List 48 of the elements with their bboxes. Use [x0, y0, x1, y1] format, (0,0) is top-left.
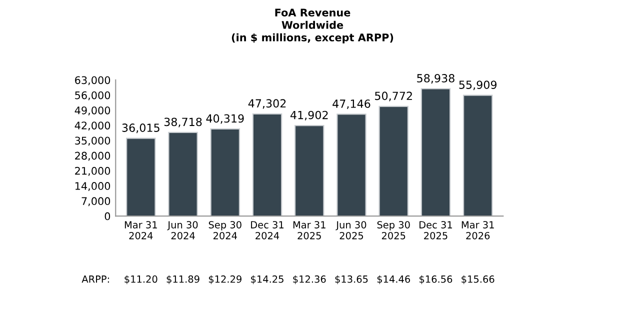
- y-tick-label: 35,000: [75, 136, 110, 146]
- x-tick-label: Jun 30 2025: [336, 221, 366, 240]
- x-tick-label: Mar 31 2026: [462, 221, 494, 240]
- data-label: 41,902: [290, 110, 328, 120]
- text: $13.65: [335, 275, 368, 284]
- x-tick-label: Sep 30 2024: [208, 221, 242, 240]
- x-tick-label: Mar 31 2025: [293, 221, 326, 240]
- x-tick-label: Dec 31 2024: [251, 221, 284, 240]
- text: $12.29: [208, 275, 242, 284]
- text: $14.25: [251, 275, 284, 284]
- bar: [420, 88, 451, 216]
- data-label: 36,015: [122, 124, 160, 134]
- text: $12.36: [293, 275, 326, 284]
- chart-title: FoA Revenue Worldwide (in $ millions, except ARPP): [232, 8, 394, 44]
- data-label: 50,772: [375, 92, 412, 102]
- y-tick-label: 21,000: [75, 166, 110, 176]
- data-label: 47,146: [332, 100, 370, 110]
- text: ARPP:: [82, 276, 109, 283]
- text: $15.66: [462, 275, 494, 284]
- data-label: 55,909: [459, 80, 497, 90]
- data-label: 38,718: [164, 118, 202, 128]
- y-tick-label: 63,000: [75, 76, 110, 86]
- data-label: 47,302: [248, 99, 286, 109]
- text: $11.89: [166, 275, 200, 284]
- bar: [168, 132, 198, 216]
- x-tick-label: Jun 30 2024: [167, 221, 198, 240]
- bar: [294, 125, 324, 216]
- x-tick-label: Mar 31 2024: [124, 221, 157, 240]
- y-tick-label: 49,000: [74, 106, 110, 116]
- y-tick-label: 0: [104, 212, 110, 220]
- bar: [126, 138, 156, 216]
- bar: [378, 106, 408, 216]
- y-tick-label: 56,000: [75, 91, 110, 100]
- bar: [462, 94, 493, 216]
- bar: [336, 114, 366, 216]
- text: $11.20: [124, 275, 158, 284]
- data-label: 40,319: [206, 114, 244, 124]
- bar: [210, 128, 240, 216]
- text: $14.46: [377, 275, 410, 284]
- bar: [252, 113, 282, 216]
- x-tick-label: Sep 30 2025: [377, 221, 410, 240]
- x-tick-label: Dec 31 2025: [420, 221, 452, 240]
- y-tick-label: 28,000: [75, 152, 110, 161]
- text: $16.56: [420, 275, 452, 284]
- y-tick-label: 14,000: [75, 182, 110, 191]
- y-tick-label: 7,000: [82, 197, 110, 206]
- y-tick-label: 42,000: [74, 122, 110, 131]
- data-label: 58,938: [417, 74, 454, 84]
